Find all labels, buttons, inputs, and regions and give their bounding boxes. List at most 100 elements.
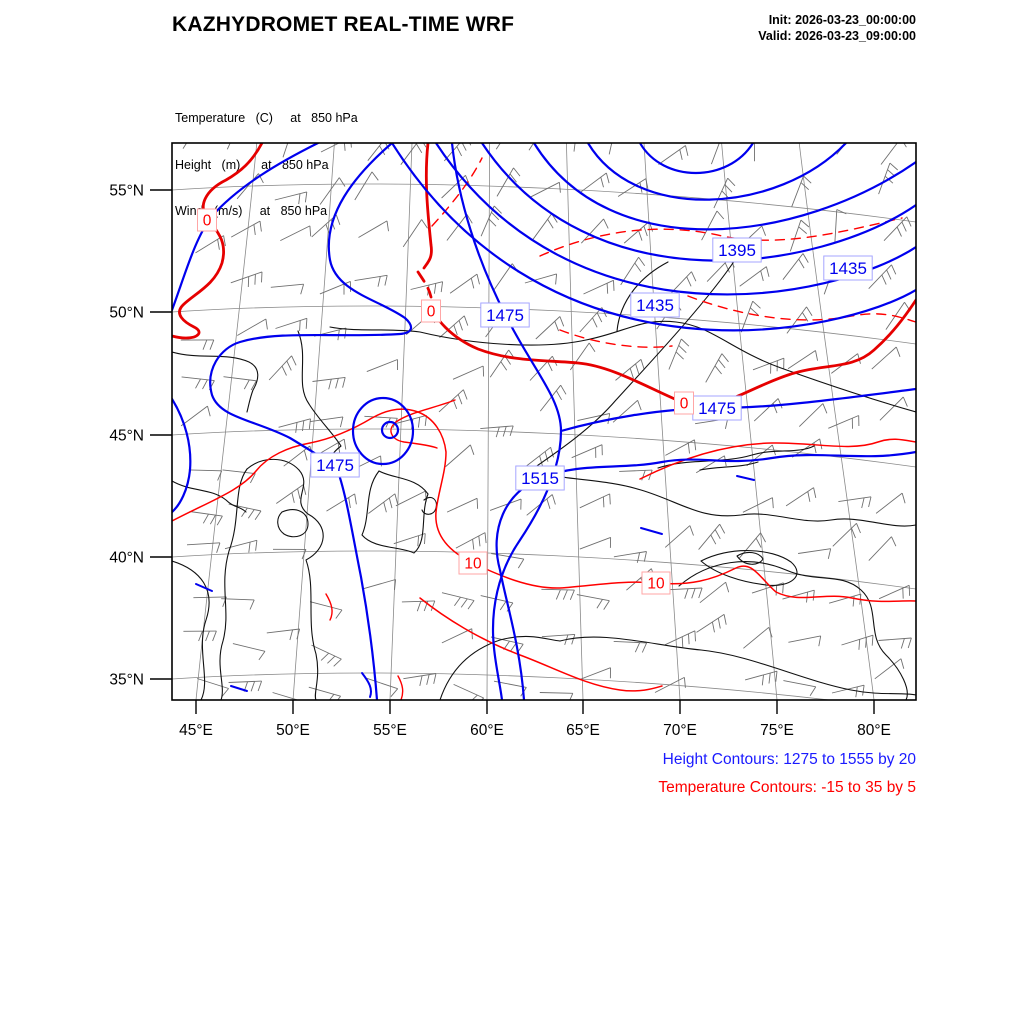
border-diagonal — [530, 259, 736, 471]
contour-label-text: 10 — [464, 556, 482, 573]
height-trough-n5 — [390, 143, 916, 332]
contour-label: 10 — [641, 571, 671, 595]
wind-barbs — [180, 143, 912, 700]
graticule-meridian — [389, 143, 413, 700]
coast-caspian-west — [219, 468, 248, 700]
temp-contour-0c-dashed — [416, 270, 433, 299]
map-frame — [171, 142, 917, 701]
contour-label: 1475 — [692, 395, 742, 421]
temp-contour-south — [419, 597, 663, 692]
height-contours — [172, 143, 916, 700]
init-time: Init: 2026-03-23_00:00:00 — [768, 13, 916, 27]
contour-label-box — [630, 292, 680, 318]
axis-ticks: 55°N 50°N 45°N 40°N 35°N 45°E 50°E 55°E 60°E 65°E… — [109, 183, 891, 740]
contour-label: 0 — [197, 208, 217, 232]
legend-temperature-line: Temperature (C) at 850 hPa — [175, 111, 358, 125]
y-axis-tick-label: 45°N — [109, 428, 144, 445]
y-axis-tick-label: 40°N — [109, 550, 144, 567]
y-axis-tick-label: 50°N — [109, 305, 144, 322]
graticule-parallel — [172, 550, 916, 590]
coast-issyk-kul — [736, 551, 764, 565]
graticule-meridian — [486, 143, 490, 700]
border-fergana — [700, 550, 798, 586]
y-axis-tick-label: 35°N — [109, 672, 144, 689]
height-trough-n2 — [532, 143, 916, 231]
legend-height-line: Height (m) at 850 hPa — [175, 157, 329, 172]
wind-barb-feathers — [195, 143, 912, 700]
contour-label-box — [421, 299, 441, 323]
x-axis-tick-label: 60°E — [470, 722, 504, 739]
temp-wiggle-sw-1 — [325, 593, 333, 621]
contour-label-box — [310, 452, 360, 478]
temp-dashes-ne-2 — [687, 295, 916, 323]
height-trough-n1 — [586, 143, 848, 201]
contour-label-box — [674, 391, 694, 415]
graticule-parallel — [172, 305, 916, 345]
height-contour-left-edge — [172, 397, 192, 514]
contour-label: 1435 — [630, 292, 680, 318]
x-axis-tick-label: 50°E — [276, 722, 310, 739]
contour-label: 1515 — [515, 465, 565, 491]
contour-label-box — [480, 302, 530, 328]
contour-label-box — [641, 571, 671, 595]
temp-dashes-ne-1 — [539, 217, 903, 257]
contour-label: 0 — [674, 391, 694, 415]
border-north-kazakhstan — [329, 320, 916, 413]
contour-label-text: 1435 — [636, 296, 674, 315]
height-bit-2 — [230, 685, 248, 692]
border-tajik — [559, 636, 916, 696]
contour-label-text: 1435 — [829, 259, 867, 278]
contour-label: 1395 — [712, 237, 762, 263]
contour-label-text: 1475 — [316, 456, 354, 475]
coast-caspian-east — [246, 458, 324, 700]
temp-contour-10c — [172, 408, 916, 603]
page-title: KAZHYDROMET REAL-TIME WRF — [172, 13, 515, 36]
contour-label: 10 — [458, 551, 488, 575]
height-contour-closed-low-inner — [380, 420, 400, 440]
coast-nw-caspian — [172, 351, 259, 413]
contour-label-text: 10 — [647, 576, 665, 593]
x-axis-tick-label: 65°E — [566, 722, 600, 739]
temperature-contour-range-label: Temperature Contours: -15 to 35 by 5 — [658, 779, 916, 796]
graticule-meridian — [798, 143, 875, 700]
field-legend: Temperature (C) at 850 hPa Height (m) at… — [175, 80, 358, 235]
height-trough-n3 — [480, 143, 916, 262]
temp-contour-15c — [639, 438, 916, 480]
contour-label-box — [515, 465, 565, 491]
contour-label-text: 1475 — [486, 306, 524, 325]
contour-label: 1475 — [480, 302, 530, 328]
contour-label-text: 0 — [203, 213, 212, 230]
run-times: Init: 2026-03-23_00:00:00 Valid: 2026-03… — [758, 12, 916, 44]
contour-label-text: 0 — [427, 304, 436, 321]
contour-label-text: 1475 — [698, 399, 736, 418]
temp-dashes-center — [559, 329, 673, 348]
valid-time: Valid: 2026-03-23_09:00:00 — [758, 29, 916, 43]
wind-barb-shafts — [180, 143, 912, 700]
contour-label-text: 0 — [680, 396, 689, 413]
coastlines-borders — [172, 259, 916, 700]
graticule-meridian — [721, 143, 778, 700]
border-sw-corner — [172, 560, 210, 700]
height-bit-3 — [361, 672, 372, 698]
x-axis-tick-label: 80°E — [857, 722, 891, 739]
contour-label-box — [197, 208, 217, 232]
temp-wiggle-sw-2 — [397, 675, 404, 700]
contour-label-text: 1395 — [718, 241, 756, 260]
border-caucasus — [172, 480, 247, 513]
height-contour-closed-low-outer — [351, 396, 415, 466]
height-contour-w2 — [209, 143, 413, 700]
height-bit-5 — [736, 475, 755, 481]
graticule-parallel — [172, 672, 833, 700]
contour-label: 1435 — [823, 255, 873, 281]
height-contour-1475-center — [450, 143, 563, 700]
height-contour-range-label: Height Contours: 1275 to 1555 by 20 — [662, 751, 916, 768]
graticule — [172, 143, 916, 700]
x-axis-tick-label: 70°E — [663, 722, 697, 739]
contour-label: 0 — [421, 299, 441, 323]
temp-dashes-top-center — [431, 157, 483, 227]
border-spur — [616, 261, 669, 332]
y-axis-tick-label: 55°N — [109, 183, 144, 200]
graticule-meridian — [195, 143, 258, 700]
contour-label-text: 1515 — [521, 469, 559, 488]
